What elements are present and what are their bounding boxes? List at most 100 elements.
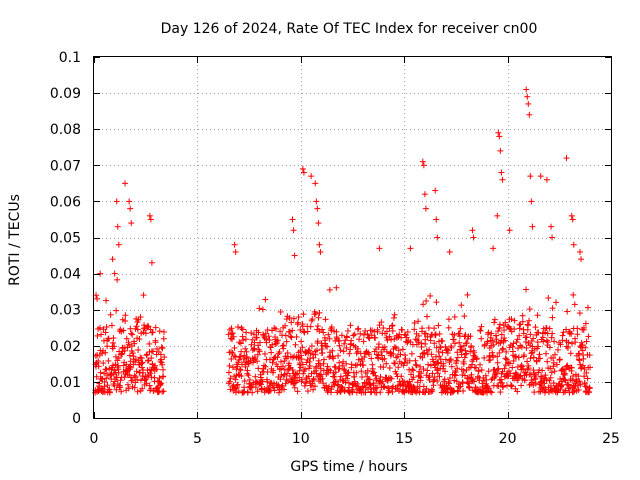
data-point <box>117 377 124 384</box>
data-point <box>244 388 251 395</box>
data-point <box>535 369 542 376</box>
data-point <box>494 212 501 219</box>
data-point <box>151 365 158 372</box>
data-point <box>366 335 373 342</box>
data-point <box>574 331 581 338</box>
data-point <box>104 382 111 389</box>
data-point <box>302 380 309 387</box>
data-point <box>324 363 331 370</box>
data-point <box>439 338 446 345</box>
data-point <box>373 375 380 382</box>
data-point <box>295 354 302 361</box>
data-point <box>357 330 364 337</box>
data-point <box>110 335 117 342</box>
data-point <box>341 388 348 395</box>
data-point <box>402 355 409 362</box>
data-point <box>314 338 321 345</box>
data-point <box>132 356 139 363</box>
data-point <box>262 363 269 370</box>
data-point <box>143 376 150 383</box>
data-point <box>422 330 429 337</box>
data-point <box>354 380 361 387</box>
data-point <box>108 322 115 329</box>
data-point <box>139 359 146 366</box>
data-point <box>454 354 461 361</box>
data-point <box>459 346 466 353</box>
data-point <box>451 377 458 384</box>
data-point <box>527 355 534 362</box>
data-point <box>516 325 523 332</box>
data-point <box>113 198 120 205</box>
data-point <box>437 356 444 363</box>
data-point <box>368 355 375 362</box>
data-point <box>533 358 540 365</box>
data-point <box>375 341 382 348</box>
data-point <box>146 212 153 219</box>
data-point <box>445 316 452 323</box>
data-point <box>377 373 384 380</box>
data-point <box>121 374 128 381</box>
data-point <box>510 357 517 364</box>
data-point <box>412 336 419 343</box>
data-point <box>158 380 165 387</box>
data-point <box>304 388 311 395</box>
x-tick-label: 20 <box>499 431 517 447</box>
data-point <box>289 327 296 334</box>
data-point <box>243 348 250 355</box>
data-point <box>546 344 553 351</box>
data-point <box>398 334 405 341</box>
data-point <box>146 340 153 347</box>
data-point <box>276 389 283 396</box>
data-point <box>529 349 536 356</box>
data-point <box>134 388 141 395</box>
data-point <box>232 248 239 255</box>
data-point <box>308 173 315 180</box>
data-point <box>307 323 314 330</box>
data-point <box>424 313 431 320</box>
data-point <box>94 332 101 339</box>
data-point <box>253 334 260 341</box>
data-point <box>319 326 326 333</box>
data-point <box>107 311 114 318</box>
y-tick-label: 0.03 <box>50 303 81 319</box>
data-point <box>492 373 499 380</box>
data-point <box>403 334 410 341</box>
data-point <box>95 363 102 370</box>
data-point <box>226 378 233 385</box>
data-point <box>364 386 371 393</box>
data-point <box>383 360 390 367</box>
data-point <box>340 348 347 355</box>
data-point <box>265 333 272 340</box>
data-point <box>334 381 341 388</box>
data-point <box>415 318 422 325</box>
data-point <box>470 234 477 241</box>
data-point <box>262 296 269 303</box>
data-point <box>305 373 312 380</box>
data-point <box>247 384 254 391</box>
data-point <box>570 241 577 248</box>
data-point <box>149 361 156 368</box>
data-point <box>374 328 381 335</box>
data-point <box>322 316 329 323</box>
data-point <box>318 371 325 378</box>
data-point <box>481 354 488 361</box>
data-point <box>134 376 141 383</box>
x-tick-label: 10 <box>292 431 310 447</box>
data-point <box>265 388 272 395</box>
data-point <box>103 375 110 382</box>
data-point <box>346 384 353 391</box>
data-point <box>469 227 476 234</box>
data-point <box>410 367 417 374</box>
data-point <box>301 382 308 389</box>
data-point <box>295 314 302 321</box>
data-point <box>255 365 262 372</box>
data-point <box>293 333 300 340</box>
data-point <box>383 348 390 355</box>
data-point <box>126 341 133 348</box>
data-point <box>434 359 441 366</box>
data-point <box>351 331 358 338</box>
data-point <box>347 322 354 329</box>
data-point <box>359 373 366 380</box>
data-point <box>550 355 557 362</box>
data-point <box>537 355 544 362</box>
